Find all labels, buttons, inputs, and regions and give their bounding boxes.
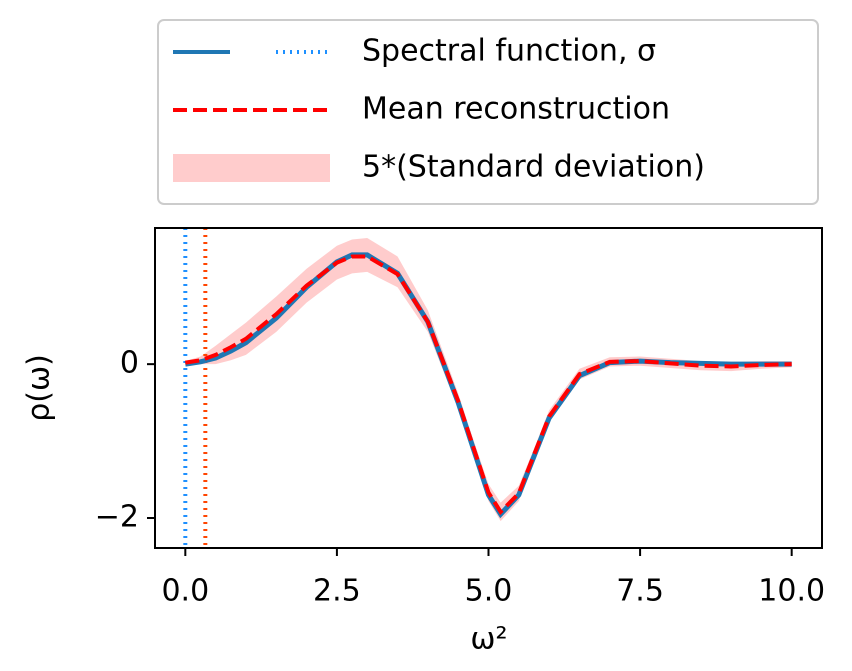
x-tick-label: 0.0 [161, 574, 209, 609]
legend: Spectral function, σ Mean reconstruction 5… [173, 34, 705, 185]
band [185, 238, 792, 522]
legend-label: 5*(Standard deviation) [362, 150, 705, 185]
x-tick-label: 5.0 [465, 574, 513, 609]
y-tick-label: −2 [95, 500, 139, 535]
x-tick-label: 10.0 [758, 574, 825, 609]
x-axis-label: ω² [470, 622, 507, 657]
legend-label: Spectral function, σ [362, 34, 656, 69]
x-tick-label: 7.5 [616, 574, 664, 609]
x-tick-label: 2.5 [313, 574, 361, 609]
plot-area [183, 228, 792, 548]
legend-swatch [173, 154, 330, 182]
series-line [184, 252, 792, 519]
y-tick-label: 0 [120, 346, 139, 381]
legend-label: Mean reconstruction [362, 92, 670, 127]
y-axis-label: ρ(ω) [22, 354, 57, 422]
series-line [185, 254, 792, 516]
